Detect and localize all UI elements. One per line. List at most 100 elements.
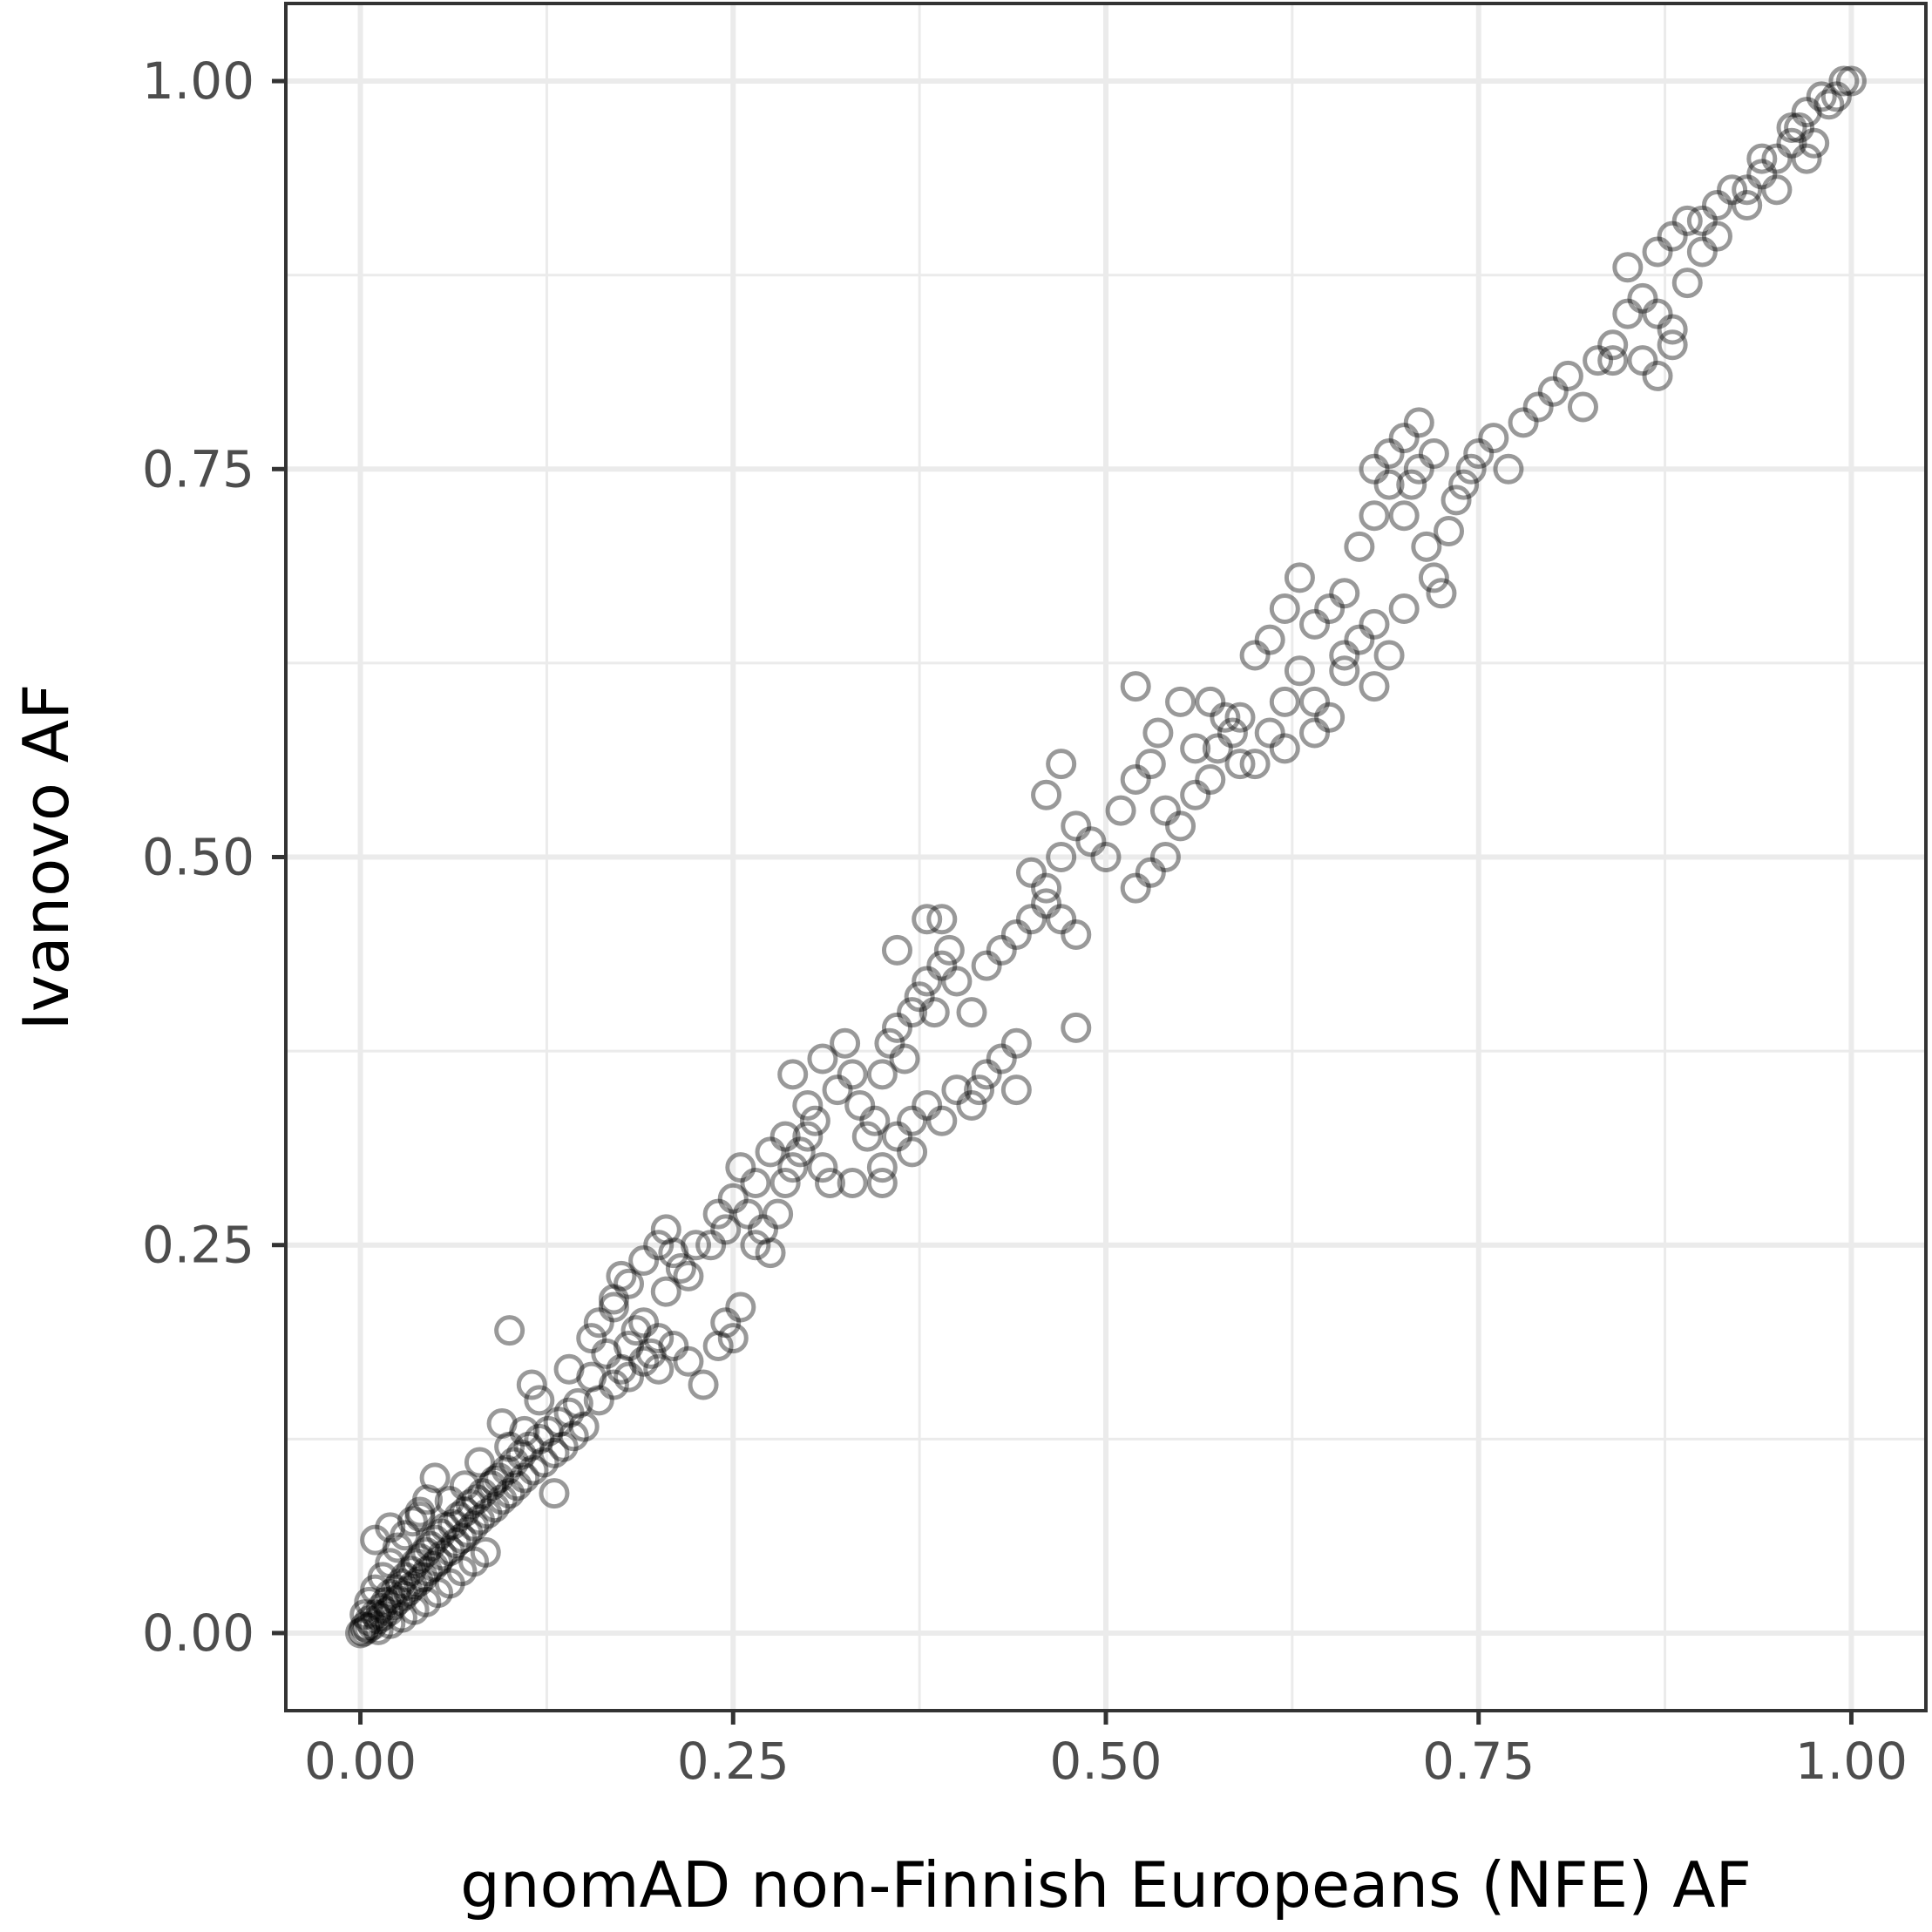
data-point	[367, 1600, 398, 1631]
data-point	[732, 1198, 763, 1230]
data-point	[367, 1562, 398, 1593]
data-point	[1701, 220, 1732, 252]
data-point	[1418, 562, 1449, 593]
data-point	[1657, 220, 1688, 252]
data-point	[1061, 810, 1092, 842]
data-point	[1820, 81, 1852, 112]
data-point	[430, 1512, 461, 1543]
data-point	[971, 950, 1002, 981]
data-point	[1299, 717, 1331, 749]
data-point	[398, 1594, 430, 1625]
data-point	[1046, 749, 1077, 780]
data-point	[1149, 795, 1181, 826]
data-point	[830, 1027, 861, 1059]
data-point	[1746, 159, 1778, 190]
data-point	[964, 1074, 995, 1106]
data-point	[784, 1136, 816, 1168]
data-point	[410, 1536, 442, 1568]
data-point	[400, 1548, 431, 1579]
data-point	[777, 1059, 809, 1090]
data-point	[628, 1346, 660, 1377]
data-point	[1224, 702, 1256, 733]
data-point	[799, 1105, 830, 1136]
data-point	[449, 1496, 480, 1528]
data-point	[658, 1330, 689, 1361]
data-point	[434, 1535, 465, 1567]
data-point	[837, 1167, 868, 1198]
data-point	[851, 1121, 883, 1152]
data-point	[1732, 174, 1763, 206]
data-point	[479, 1492, 511, 1523]
data-point	[1388, 500, 1420, 532]
data-point	[1165, 686, 1196, 717]
data-point	[412, 1484, 444, 1515]
data-point	[1567, 391, 1598, 423]
data-point	[650, 1214, 681, 1245]
data-point	[491, 1454, 522, 1486]
data-point	[1314, 702, 1346, 733]
data-point	[1441, 485, 1472, 516]
data-point	[449, 1470, 480, 1502]
data-point	[390, 1520, 421, 1551]
data-point	[494, 1431, 525, 1462]
data-point	[941, 966, 973, 997]
data-point	[486, 1408, 518, 1440]
data-point	[866, 1152, 898, 1183]
data-point	[1224, 749, 1256, 780]
data-point	[419, 1524, 451, 1556]
data-point	[1359, 608, 1390, 640]
data-point	[434, 1568, 465, 1599]
data-point	[673, 1346, 704, 1377]
data-point	[1776, 127, 1807, 159]
data-point	[747, 1214, 778, 1245]
data-point	[1195, 686, 1226, 717]
data-point	[360, 1574, 391, 1605]
data-point	[986, 934, 1017, 966]
data-point	[1142, 717, 1174, 749]
data-point	[1344, 624, 1375, 655]
data-point	[792, 1089, 824, 1121]
data-point	[352, 1613, 383, 1644]
points-layer	[345, 65, 1867, 1649]
data-point	[740, 1167, 771, 1198]
data-point	[1031, 779, 1062, 810]
data-point	[458, 1510, 490, 1542]
data-point	[1828, 65, 1860, 97]
data-point	[373, 1596, 404, 1627]
data-point	[553, 1397, 585, 1428]
data-point	[1015, 904, 1047, 935]
data-point	[1269, 733, 1300, 764]
data-point	[349, 1599, 381, 1630]
data-point	[1403, 407, 1434, 438]
data-point	[1329, 655, 1360, 687]
data-point	[1791, 97, 1822, 128]
data-point	[363, 1614, 394, 1645]
data-point	[1784, 112, 1815, 143]
data-point	[354, 1605, 385, 1637]
data-point	[1776, 112, 1807, 143]
data-point	[1373, 640, 1405, 671]
data-point	[1254, 717, 1285, 749]
data-point	[524, 1385, 555, 1416]
data-point	[650, 1276, 681, 1307]
data-point	[1120, 671, 1151, 702]
data-point	[1075, 826, 1107, 858]
data-point	[1000, 1074, 1032, 1106]
data-point	[1686, 205, 1718, 236]
data-point	[1329, 640, 1360, 671]
data-point	[926, 950, 958, 981]
data-point	[710, 1214, 742, 1245]
data-point	[1359, 671, 1390, 702]
data-point	[702, 1198, 734, 1230]
data-point	[437, 1508, 469, 1540]
data-point	[396, 1556, 427, 1587]
data-point	[613, 1268, 645, 1299]
data-point	[415, 1530, 446, 1562]
data-point	[476, 1470, 507, 1502]
data-point	[1299, 608, 1331, 640]
data-point	[606, 1260, 637, 1291]
data-point	[912, 904, 943, 935]
data-point	[1597, 345, 1629, 376]
data-point	[1806, 81, 1837, 112]
data-point	[681, 1230, 711, 1261]
